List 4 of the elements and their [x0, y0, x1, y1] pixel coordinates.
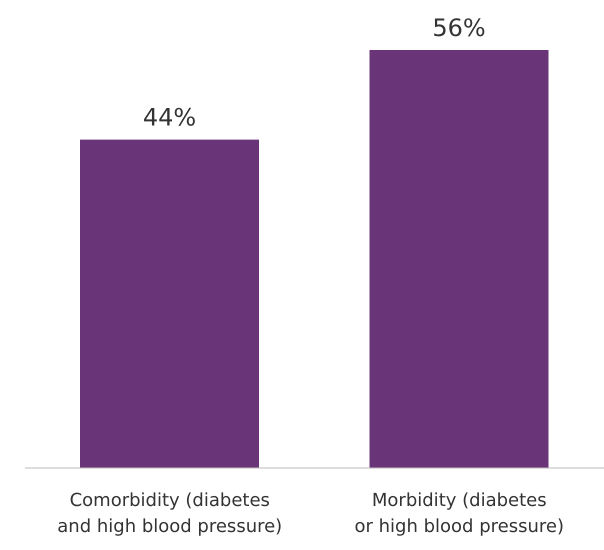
x-tick-label: Morbidity (diabetes or high blood pressure) [354, 490, 564, 537]
data-label: 44% [142, 104, 196, 132]
x-tick-label: Comorbidity (diabetes and high blood pressure) [57, 490, 282, 537]
data-label: 56% [432, 14, 486, 42]
